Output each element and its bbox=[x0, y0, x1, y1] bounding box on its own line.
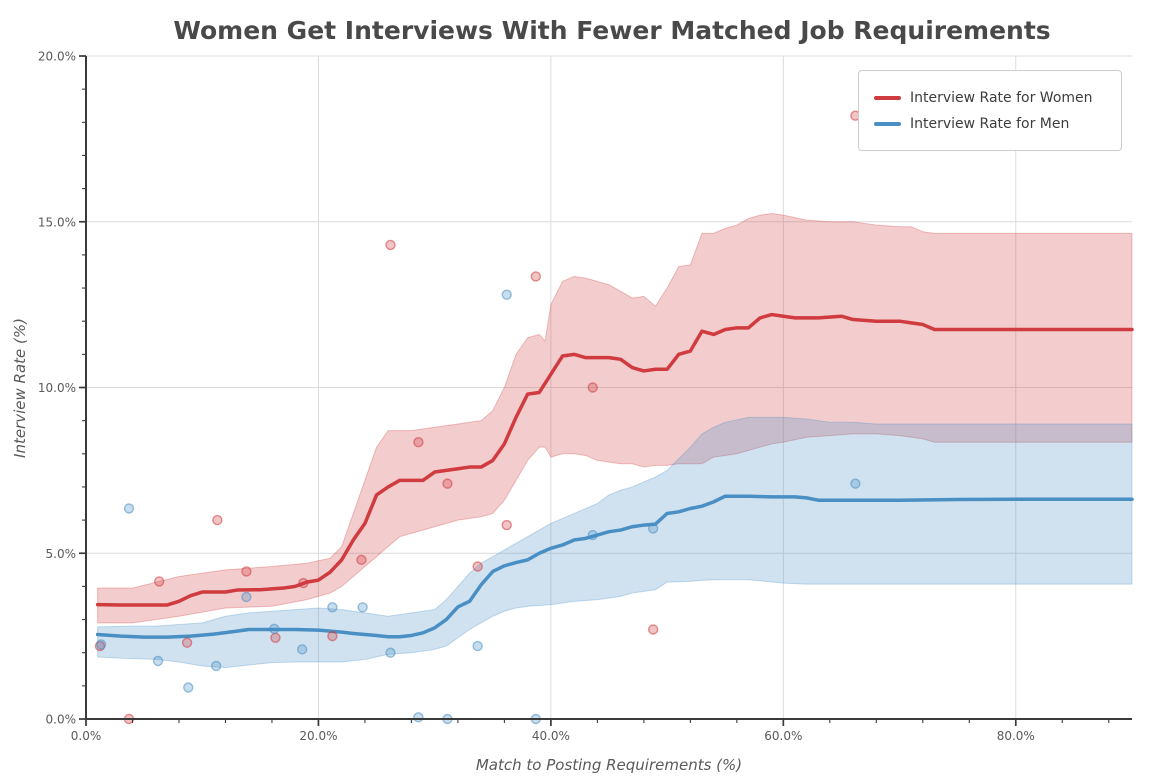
y-tick-label: 20.0% bbox=[38, 50, 76, 64]
axis-ticks bbox=[79, 55, 1110, 726]
confidence-band-men bbox=[97, 416, 1133, 669]
legend: Interview Rate for Women Interview Rate … bbox=[858, 70, 1122, 151]
x-axis-label: Match to Posting Requirements (%) bbox=[476, 756, 742, 774]
chart-title: Women Get Interviews With Fewer Matched … bbox=[173, 16, 1050, 45]
y-tick-label: 0.0% bbox=[46, 713, 77, 727]
x-tick-label: 80.0% bbox=[997, 729, 1035, 743]
trend-line-women bbox=[95, 312, 1134, 607]
legend-label-women: Interview Rate for Women bbox=[910, 89, 1093, 106]
scatter-points-women bbox=[94, 110, 861, 725]
x-tick-label: 0.0% bbox=[71, 729, 102, 743]
x-tick-label: 60.0% bbox=[764, 729, 802, 743]
legend-entry-women: Interview Rate for Women bbox=[874, 90, 1121, 106]
x-tick-label: 40.0% bbox=[532, 729, 570, 743]
legend-swatch-men bbox=[874, 121, 901, 126]
trend-line-men bbox=[95, 494, 1134, 639]
y-tick-label: 5.0% bbox=[46, 547, 77, 561]
x-tick-label: 20.0% bbox=[299, 729, 337, 743]
y-tick-label: 15.0% bbox=[38, 215, 76, 229]
legend-swatch-women bbox=[874, 95, 901, 100]
y-tick-label: 10.0% bbox=[38, 381, 76, 395]
legend-label-men: Interview Rate for Men bbox=[910, 115, 1070, 132]
axis-tick-labels: 0.0% 20.0% 40.0% 60.0% 80.0% 0.0% 5.0% 10.0% 15.… bbox=[38, 50, 1035, 744]
y-axis-label: Interview Rate (%) bbox=[11, 318, 29, 458]
legend-entry-men: Interview Rate for Men bbox=[874, 116, 1121, 132]
confidence-band-women bbox=[97, 212, 1133, 624]
